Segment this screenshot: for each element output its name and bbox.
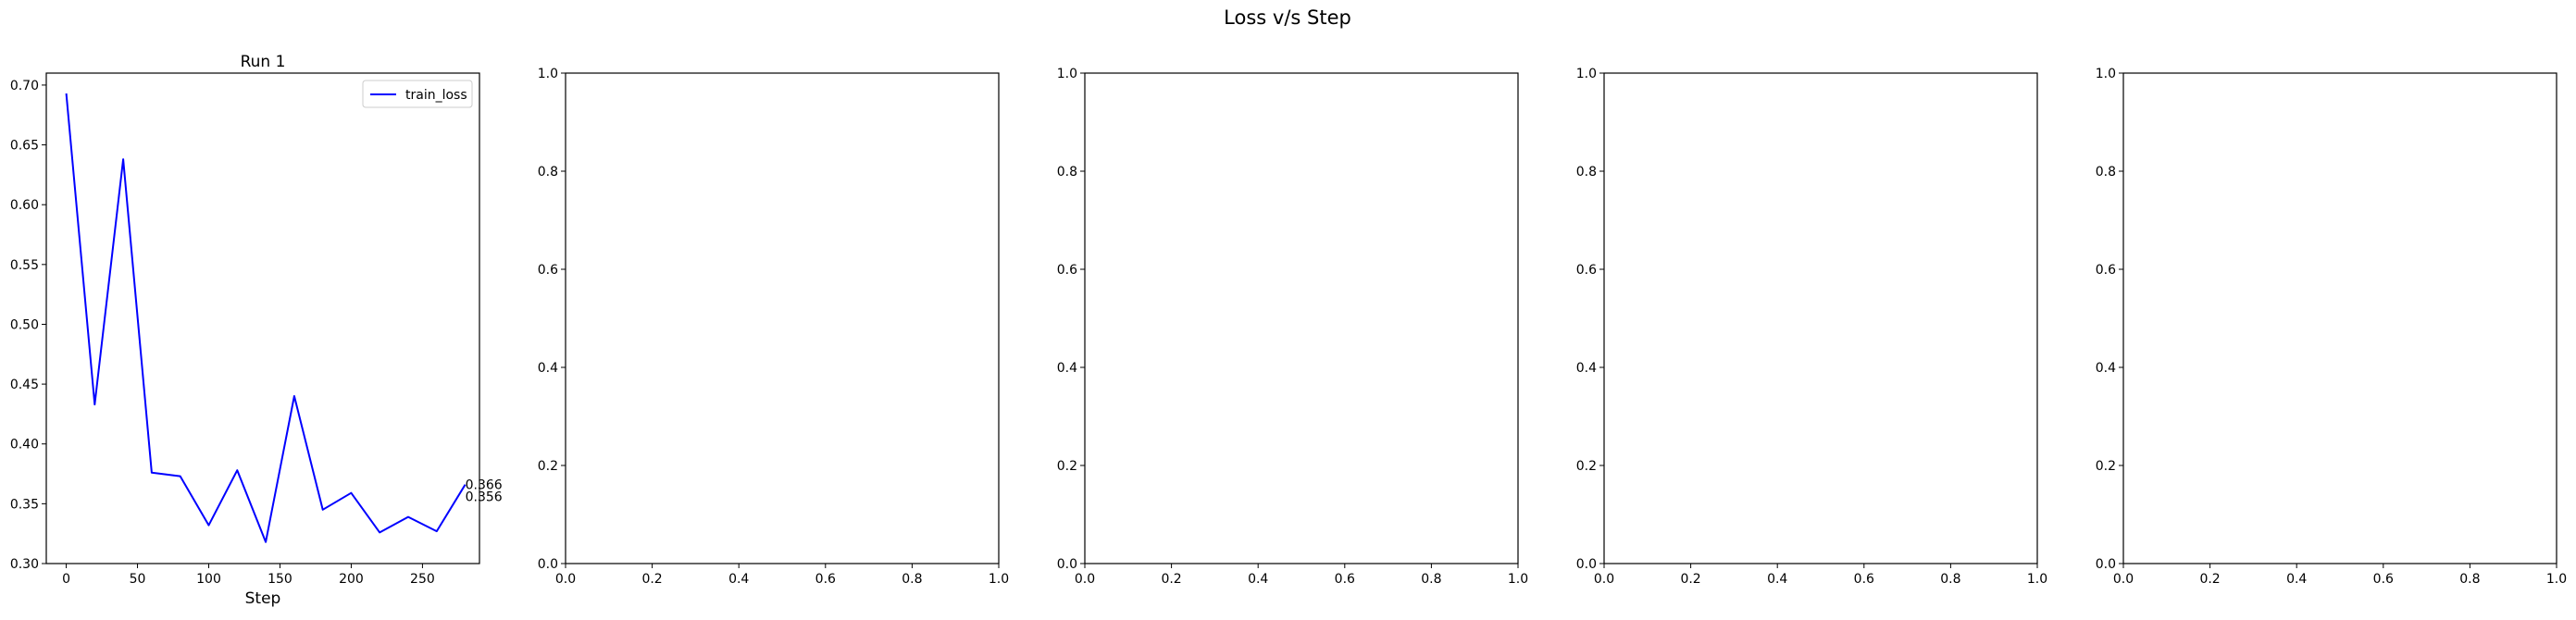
x-tick-label: 0 bbox=[62, 572, 70, 587]
x-tick-label: 0.6 bbox=[1335, 572, 1355, 587]
y-tick-label: 0.55 bbox=[10, 258, 39, 273]
y-tick-label: 1.0 bbox=[538, 67, 558, 81]
x-tick-label: 0.6 bbox=[2373, 572, 2394, 587]
y-tick-label: 0.6 bbox=[1057, 263, 1077, 278]
x-tick-label: 200 bbox=[339, 572, 364, 587]
y-tick-label: 0.6 bbox=[538, 263, 558, 278]
y-tick-label: 0.0 bbox=[538, 557, 558, 572]
axes-frame bbox=[45, 72, 480, 564]
y-tick-label: 0.65 bbox=[10, 139, 39, 154]
x-tick-label: 1.0 bbox=[2027, 572, 2047, 587]
y-tick-label: 0.0 bbox=[1057, 557, 1077, 572]
y-tick-label: 0.2 bbox=[1576, 459, 1597, 474]
y-tick-label: 0.4 bbox=[1576, 361, 1597, 376]
y-tick-label: 0.40 bbox=[10, 438, 39, 453]
y-tick-label: 0.8 bbox=[2096, 165, 2116, 180]
y-tick-label: 0.60 bbox=[10, 198, 39, 213]
legend-label: train_loss bbox=[405, 88, 467, 103]
axes-3: 0.0 0.2 0.4 0.6 0.8 1.0 0.0 0.2 0.4 0.6 0.8 1.0 bbox=[1057, 67, 1528, 587]
axes-frame bbox=[565, 72, 1000, 564]
data-label: 0.366 bbox=[466, 478, 503, 493]
x-tick-label: 0.8 bbox=[1940, 572, 1960, 587]
y-tick-label: 0.8 bbox=[1576, 165, 1597, 180]
x-tick-label: 0.4 bbox=[1767, 572, 1787, 587]
x-tick-label: 0.4 bbox=[2286, 572, 2307, 587]
figure-suptitle: Loss v/s Step bbox=[1224, 6, 1351, 29]
x-tick-label: 0.4 bbox=[728, 572, 749, 587]
y-tick-label: 0.0 bbox=[1576, 557, 1597, 572]
y-tick-label: 0.4 bbox=[538, 361, 558, 376]
axes-4: 0.0 0.2 0.4 0.6 0.8 1.0 0.0 0.2 0.4 0.6 0.8 1.0 bbox=[1576, 67, 2047, 587]
axes-frame bbox=[1084, 72, 1519, 564]
legend: train_loss bbox=[362, 80, 473, 108]
y-tick-label: 1.0 bbox=[2096, 67, 2116, 81]
x-tick-label: 1.0 bbox=[1508, 572, 1528, 587]
axes-5: 0.0 0.2 0.4 0.6 0.8 1.0 0.0 0.2 0.4 0.6 0.8 1.0 bbox=[2096, 67, 2567, 587]
y-tick-label: 0.6 bbox=[2096, 263, 2116, 278]
x-tick-label: 0.8 bbox=[1421, 572, 1441, 587]
y-tick-label: 0.30 bbox=[10, 557, 39, 572]
y-tick-label: 1.0 bbox=[1057, 67, 1077, 81]
x-tick-label: 100 bbox=[196, 572, 221, 587]
x-tick-label: 0.6 bbox=[815, 572, 836, 587]
x-tick-label: 0.2 bbox=[641, 572, 662, 587]
x-tick-label: 0.2 bbox=[1161, 572, 1181, 587]
x-tick-label: 0.2 bbox=[1680, 572, 1700, 587]
x-tick-label: 0.8 bbox=[2459, 572, 2480, 587]
y-tick-label: 0.6 bbox=[1576, 263, 1597, 278]
axes-title: Run 1 bbox=[241, 53, 286, 71]
x-tick-label: 150 bbox=[268, 572, 292, 587]
y-tick-label: 0.0 bbox=[2096, 557, 2116, 572]
series-line-train_loss bbox=[65, 93, 467, 543]
y-tick-label: 0.70 bbox=[10, 79, 39, 93]
x-tick-label: 0.4 bbox=[1248, 572, 1268, 587]
axes-1: 0 50 100 150 200 250 0.30 0.35 0.40 0.45 0.50 0.55 0… bbox=[10, 53, 503, 608]
y-tick-label: 1.0 bbox=[1576, 67, 1597, 81]
x-axis-label: Step bbox=[245, 589, 281, 608]
x-tick-label: 0.0 bbox=[555, 572, 576, 587]
y-tick-label: 0.8 bbox=[538, 165, 558, 180]
y-tick-label: 0.35 bbox=[10, 497, 39, 512]
y-tick-label: 0.2 bbox=[2096, 459, 2116, 474]
y-tick-label: 0.2 bbox=[538, 459, 558, 474]
x-tick-label: 1.0 bbox=[2546, 572, 2567, 587]
y-tick-label: 0.2 bbox=[1057, 459, 1077, 474]
data-label: 0.356 bbox=[466, 490, 503, 505]
y-tick-label: 0.4 bbox=[1057, 361, 1077, 376]
x-tick-label: 0.0 bbox=[1075, 572, 1095, 587]
axes-frame bbox=[1603, 72, 2038, 564]
axes-frame bbox=[2122, 72, 2557, 564]
y-tick-label: 0.50 bbox=[10, 317, 39, 332]
x-tick-label: 0.0 bbox=[2113, 572, 2134, 587]
legend-box bbox=[362, 80, 473, 108]
y-tick-label: 0.8 bbox=[1057, 165, 1077, 180]
x-tick-label: 50 bbox=[130, 572, 146, 587]
x-tick-label: 250 bbox=[410, 572, 435, 587]
x-tick-label: 0.6 bbox=[1854, 572, 1874, 587]
x-tick-label: 0.0 bbox=[1594, 572, 1614, 587]
axes-2: 0.0 0.2 0.4 0.6 0.8 1.0 0.0 0.2 0.4 0.6 0.8 1.0 bbox=[538, 67, 1009, 587]
x-tick-label: 0.2 bbox=[2199, 572, 2220, 587]
y-tick-label: 0.45 bbox=[10, 378, 39, 392]
y-tick-label: 0.4 bbox=[2096, 361, 2116, 376]
x-tick-label: 0.8 bbox=[902, 572, 922, 587]
x-tick-label: 1.0 bbox=[989, 572, 1009, 587]
